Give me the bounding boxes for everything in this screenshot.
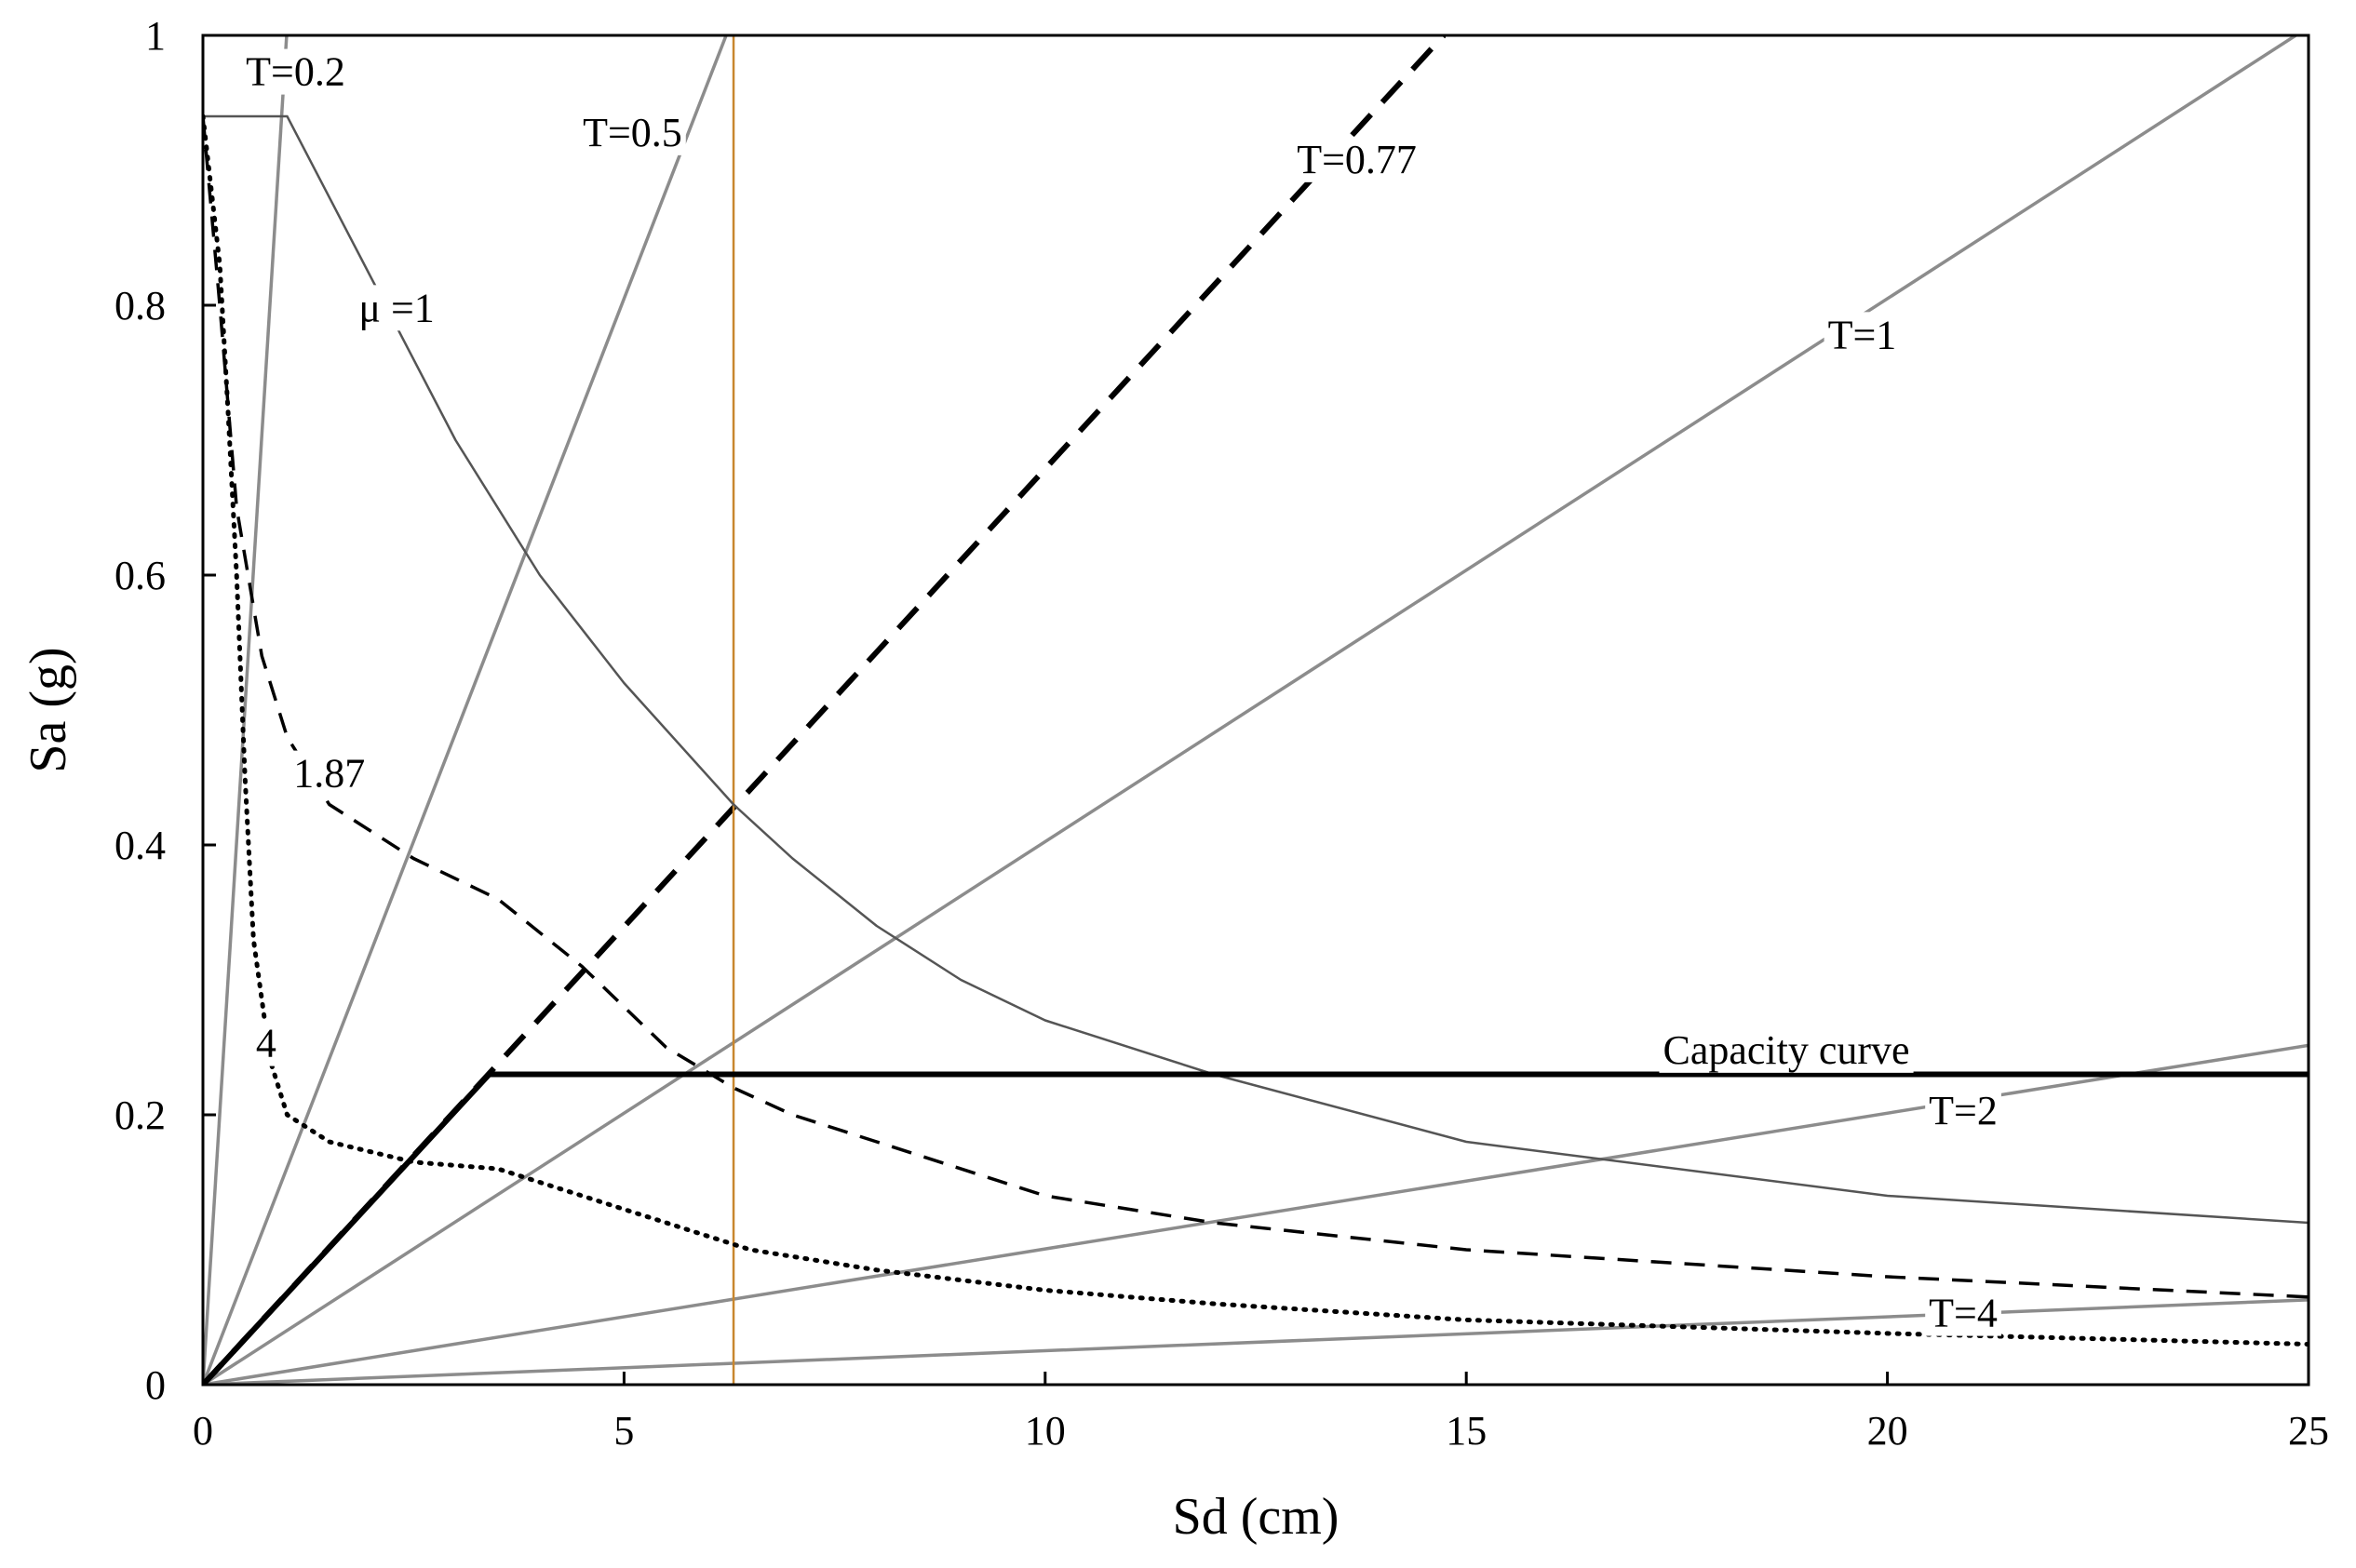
annotation-label-bg	[242, 48, 349, 95]
annotation-label: T=0.77	[1297, 137, 1417, 182]
annotation-label: 1.87	[293, 751, 365, 797]
x-axis-title: Sd (cm)	[1173, 1488, 1340, 1546]
x-tick-label: 10	[1025, 1408, 1066, 1454]
plot-frame	[201, 34, 2310, 1387]
annotation-label: T=0.2	[246, 49, 345, 95]
y-tick-label: 0.2	[114, 1092, 166, 1138]
y-tick-label: 0.6	[114, 553, 166, 598]
plot-area: T=0.2 T=0.5 T=0.77 T=1 T=2 T=4 μ =1 1.87 4 Capaci…	[203, 35, 2309, 1385]
period-line-t-0-5	[203, 35, 728, 1385]
series-line-4	[203, 1071, 2309, 1385]
x-tick-label: 15	[1446, 1408, 1487, 1454]
annotation-label-bg	[251, 1020, 280, 1066]
annotation-label: 4	[256, 1021, 276, 1066]
series-line-3	[203, 114, 2309, 1347]
annotation-label: μ =1	[358, 285, 434, 330]
x-tick-label: 25	[2288, 1408, 2329, 1454]
annotation-label-bg	[355, 285, 438, 331]
annotation-label-bg	[1293, 136, 1420, 182]
series-line-1	[203, 114, 2309, 1225]
annotation-label: T=1	[1828, 312, 1897, 357]
annotation-label: T=4	[1929, 1291, 1998, 1336]
y-tick-label: 0	[145, 1362, 166, 1408]
axes-layer: 0 5 10 15 20 25 0 0.2 0.4 0.6 0.8 1	[114, 13, 2329, 1454]
y-tick-label: 0.8	[114, 283, 166, 328]
annotation-label-bg	[1824, 312, 1901, 358]
y-tick-label: 1	[145, 13, 166, 59]
annotation-label-bg	[1659, 1026, 1914, 1073]
annotation-label-bg	[289, 750, 370, 797]
y-axis-title: Sa (g)	[20, 647, 77, 772]
x-tick-label: 20	[1867, 1408, 1908, 1454]
annotation-label: Capacity curve	[1663, 1027, 1909, 1073]
annotation-label: T=0.5	[583, 110, 682, 155]
period-line-t-0-2	[203, 35, 289, 1385]
x-tick-label: 5	[613, 1408, 634, 1454]
annotation-label-bg	[1925, 1290, 2001, 1336]
annotation-label: T=2	[1929, 1088, 1998, 1133]
annotation-label-bg	[579, 109, 686, 155]
x-tick-label: 0	[193, 1408, 213, 1454]
annotation-label-bg	[1925, 1088, 2001, 1134]
y-tick-label: 0.4	[114, 823, 166, 868]
period-line-t-1	[203, 35, 2297, 1385]
series-line-2	[203, 115, 2309, 1299]
period-line-t-0-77	[203, 35, 1447, 1385]
